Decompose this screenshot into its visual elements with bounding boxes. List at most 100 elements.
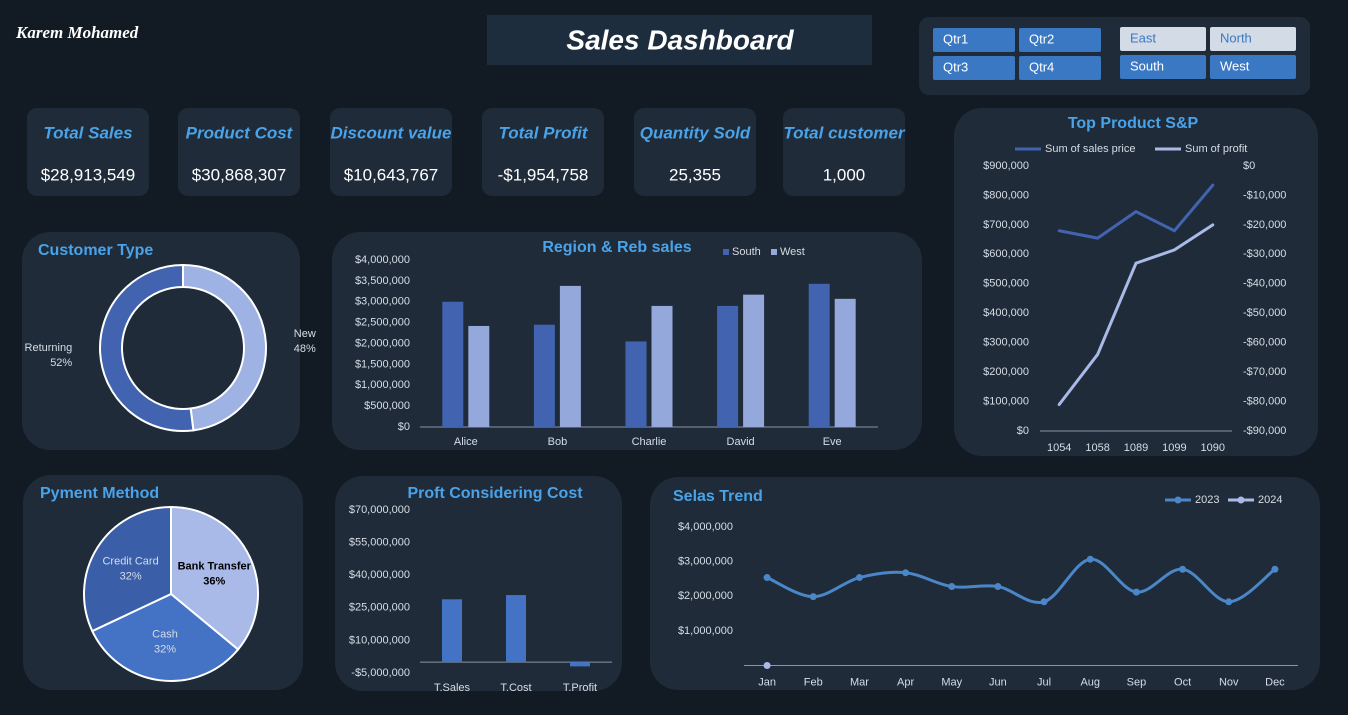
y-tick-label: $0	[1017, 425, 1029, 437]
x-tick-label: May	[941, 676, 962, 688]
y-tick-label: $900,000	[983, 160, 1029, 172]
y-tick-label: $40,000,000	[349, 569, 410, 581]
line-marker	[763, 574, 771, 582]
legend-swatch	[723, 249, 729, 255]
bar	[651, 305, 673, 427]
x-tick-label: 1054	[1047, 442, 1071, 454]
legend-label: Sum of sales price	[1045, 143, 1135, 155]
line-marker	[1086, 555, 1094, 563]
x-tick-label: Jan	[758, 676, 776, 688]
chart-title: Top Product S&P	[1068, 115, 1199, 132]
x-tick-label: 1099	[1162, 442, 1186, 454]
y-tick-label: $500,000	[364, 400, 410, 412]
bar	[808, 283, 830, 427]
x-tick-label: 1090	[1201, 442, 1225, 454]
x-tick-label: Oct	[1174, 676, 1191, 688]
bar	[442, 301, 464, 427]
line-marker	[1225, 598, 1233, 606]
slice-percent: 48%	[294, 343, 316, 355]
y-tick-label: $3,000,000	[678, 556, 733, 568]
kpi-card	[178, 108, 300, 196]
kpi-card	[482, 108, 604, 196]
y-tick-label: $55,000,000	[349, 537, 410, 549]
kpi-value: $10,643,767	[344, 165, 439, 184]
x-tick-label: Mar	[850, 676, 869, 688]
x-tick-label: Jul	[1037, 676, 1051, 688]
y-tick-label: $300,000	[983, 337, 1029, 349]
kpi-value: -$1,954,758	[498, 165, 589, 184]
y-tick-label: $100,000	[983, 395, 1029, 407]
kpi-card	[634, 108, 756, 196]
slicer-label: North	[1220, 30, 1252, 45]
y-tick-label: $0	[1243, 160, 1255, 172]
line-series	[1057, 183, 1215, 240]
y-tick-label: $2,000,000	[355, 337, 410, 349]
y-tick-label: -$70,000	[1243, 366, 1286, 378]
slice-label: Credit Card	[102, 555, 158, 567]
doughnut-segment	[99, 263, 195, 432]
y-tick-label: $1,000,000	[678, 625, 733, 637]
y-tick-label: $800,000	[983, 189, 1029, 201]
bar	[468, 325, 490, 427]
legend-label: 2023	[1195, 494, 1219, 506]
pie-slice	[90, 592, 240, 682]
kpi-value: 25,355	[669, 165, 721, 184]
slicer-label: West	[1220, 58, 1250, 73]
chart-title: Customer Type	[38, 242, 153, 259]
chart-title: Region & Reb sales	[542, 239, 691, 256]
y-tick-label: $25,000,000	[349, 602, 410, 614]
bar	[570, 662, 590, 667]
bar	[533, 324, 555, 427]
dashboard-title: Sales Dashboard	[566, 24, 794, 55]
slice-percent: 32%	[154, 643, 176, 655]
bar	[834, 298, 856, 427]
slice-label: Bank Transfer	[178, 561, 252, 573]
slicer-button[interactable]	[1210, 27, 1296, 51]
x-tick-label: T.Sales	[434, 682, 471, 694]
legend-label: West	[780, 246, 805, 258]
slicer-button[interactable]	[1120, 55, 1206, 79]
line-marker	[1179, 565, 1187, 573]
slicer-label: South	[1130, 58, 1164, 73]
slicer-button[interactable]	[1019, 28, 1101, 52]
y-tick-label: $3,500,000	[355, 275, 410, 287]
y-tick-label: $2,000,000	[678, 590, 733, 602]
x-tick-label: 1089	[1124, 442, 1148, 454]
y-tick-label: -$60,000	[1243, 337, 1286, 349]
y-tick-label: -$40,000	[1243, 278, 1286, 290]
line-marker	[1040, 598, 1048, 606]
x-tick-label: Jun	[989, 676, 1007, 688]
y-tick-label: -$30,000	[1243, 248, 1286, 260]
y-tick-label: $600,000	[983, 248, 1029, 260]
kpi-value: $28,913,549	[41, 165, 136, 184]
author: Karem Mohamed	[15, 23, 139, 42]
line-marker	[1132, 588, 1140, 596]
line-marker	[763, 662, 771, 669]
slice-percent: 32%	[120, 570, 142, 582]
x-tick-label: Alice	[454, 436, 478, 448]
slicer-label: Qtr2	[1029, 31, 1054, 46]
pie-slice	[83, 505, 172, 633]
slicer-button[interactable]	[1120, 27, 1206, 51]
y-tick-label: -$80,000	[1243, 395, 1286, 407]
y-tick-label: $500,000	[983, 278, 1029, 290]
chart-title: Selas Trend	[673, 488, 763, 505]
slicer-label: East	[1130, 30, 1156, 45]
chart-title: Pyment Method	[40, 485, 159, 502]
kpi-label: Total Sales	[43, 123, 132, 142]
slicer-button[interactable]	[933, 56, 1015, 80]
slice-percent: 36%	[203, 576, 225, 588]
slicer-button[interactable]	[1210, 55, 1296, 79]
slicer-label: Qtr3	[943, 59, 968, 74]
kpi-label: Total customer	[783, 123, 906, 142]
legend-label: Sum of profit	[1185, 143, 1247, 155]
slice-label: Returning	[25, 342, 73, 354]
slicer-button[interactable]	[1019, 56, 1101, 80]
slicer-label: Qtr1	[943, 31, 968, 46]
kpi-card	[330, 108, 452, 196]
x-tick-label: Dec	[1265, 676, 1285, 688]
slicer-button[interactable]	[933, 28, 1015, 52]
x-tick-label: Nov	[1219, 676, 1239, 688]
bar	[625, 341, 647, 427]
